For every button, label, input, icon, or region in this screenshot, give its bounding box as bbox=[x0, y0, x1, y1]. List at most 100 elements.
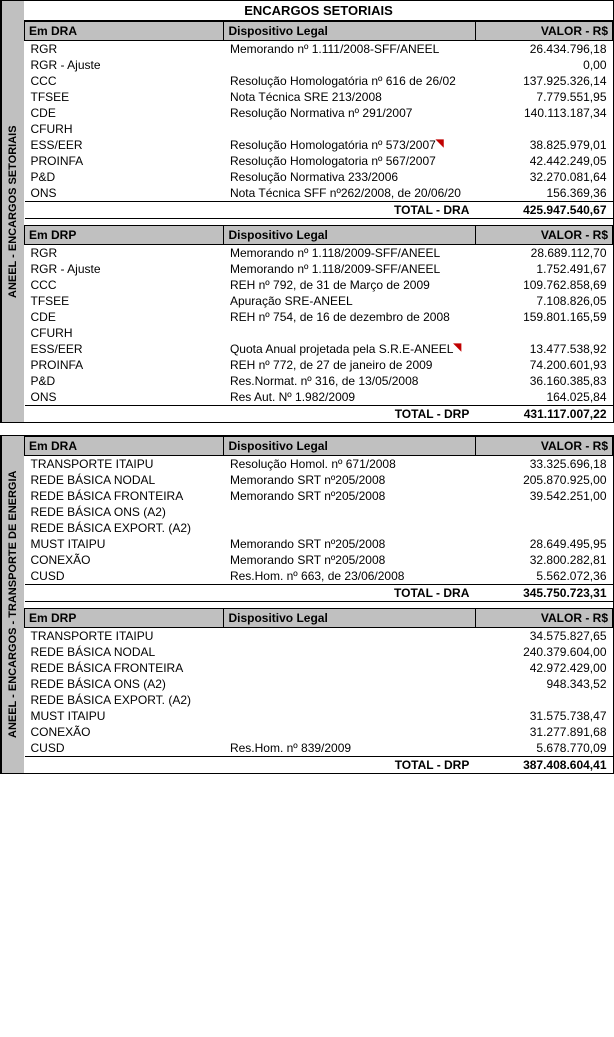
cell-name: CONEXÃO bbox=[25, 552, 224, 568]
cell-dispositivo: Memorando SRT nº205/2008 bbox=[224, 536, 475, 552]
cell-valor: 140.113.187,34 bbox=[475, 105, 612, 121]
cell-dispositivo: Memorando SRT nº205/2008 bbox=[224, 552, 475, 568]
cell-valor bbox=[475, 504, 612, 520]
cell-dispositivo bbox=[224, 57, 475, 73]
table-row: CCCResolução Homologatória nº 616 de 26/… bbox=[25, 73, 613, 89]
total-row: TOTAL - DRP431.117.007,22 bbox=[25, 406, 613, 423]
cell-name: RGR bbox=[25, 41, 224, 58]
cell-name: REDE BÁSICA NODAL bbox=[25, 644, 224, 660]
cell-valor: 34.575.827,65 bbox=[475, 628, 612, 645]
cell-valor: 0,00 bbox=[475, 57, 612, 73]
table-row: ONSRes Aut. Nº 1.982/2009164.025,84 bbox=[25, 389, 613, 406]
cell-dispositivo: Resolução Normativa 233/2006 bbox=[224, 169, 475, 185]
table-row: REDE BÁSICA ONS (A2)948.343,52 bbox=[25, 676, 613, 692]
table-row: CFURH bbox=[25, 325, 613, 341]
section-transporte-energia: ANEEL - ENCARGOS - TRANSPORTE DE ENERGIA… bbox=[0, 435, 614, 774]
cell-name: CONEXÃO bbox=[25, 724, 224, 740]
cell-valor bbox=[475, 121, 612, 137]
header-valor: VALOR - R$ bbox=[475, 609, 612, 628]
cell-dispositivo bbox=[224, 520, 475, 536]
cell-dispositivo bbox=[224, 628, 475, 645]
total-value: 431.117.007,22 bbox=[475, 406, 612, 423]
cell-name: PROINFA bbox=[25, 153, 224, 169]
cell-name: CCC bbox=[25, 277, 224, 293]
header-em-drp: Em DRP bbox=[25, 609, 224, 628]
cell-name: RGR bbox=[25, 245, 224, 262]
cell-valor: 36.160.385,83 bbox=[475, 373, 612, 389]
cell-name: REDE BÁSICA ONS (A2) bbox=[25, 504, 224, 520]
cell-dispositivo bbox=[224, 325, 475, 341]
cell-valor: 33.325.696,18 bbox=[475, 456, 612, 473]
cell-name: TFSEE bbox=[25, 293, 224, 309]
table-drp-transporte: Em DRP Dispositivo Legal VALOR - R$ TRAN… bbox=[24, 601, 613, 773]
cell-dispositivo bbox=[224, 708, 475, 724]
header-dispositivo: Dispositivo Legal bbox=[224, 22, 475, 41]
cell-name: REDE BÁSICA ONS (A2) bbox=[25, 676, 224, 692]
total-value: 345.750.723,31 bbox=[475, 585, 612, 602]
cell-name: RGR - Ajuste bbox=[25, 261, 224, 277]
cell-name: ONS bbox=[25, 389, 224, 406]
cell-name: MUST ITAIPU bbox=[25, 708, 224, 724]
cell-name: ESS/EER bbox=[25, 137, 224, 153]
table-row: ONSNota Técnica SFF nº262/2008, de 20/06… bbox=[25, 185, 613, 202]
cell-valor: 164.025,84 bbox=[475, 389, 612, 406]
cell-valor: 28.689.112,70 bbox=[475, 245, 612, 262]
table-row: CFURH bbox=[25, 121, 613, 137]
cell-name: REDE BÁSICA FRONTEIRA bbox=[25, 660, 224, 676]
cell-name: P&D bbox=[25, 373, 224, 389]
cell-name: ONS bbox=[25, 185, 224, 202]
table-dra-setoriais: Em DRA Dispositivo Legal VALOR - R$ RGRM… bbox=[24, 21, 613, 218]
cell-dispositivo bbox=[224, 724, 475, 740]
cell-valor bbox=[475, 325, 612, 341]
cell-valor: 42.972.429,00 bbox=[475, 660, 612, 676]
cell-name: REDE BÁSICA FRONTEIRA bbox=[25, 488, 224, 504]
cell-dispositivo bbox=[224, 644, 475, 660]
cell-valor: 156.369,36 bbox=[475, 185, 612, 202]
cell-dispositivo: Memorando SRT nº205/2008 bbox=[224, 472, 475, 488]
total-value: 425.947.540,67 bbox=[475, 202, 612, 219]
note-mark-icon: ◥ bbox=[436, 138, 444, 149]
cell-dispositivo: Memorando nº 1.118/2009-SFF/ANEEL bbox=[224, 245, 475, 262]
cell-name: CDE bbox=[25, 309, 224, 325]
cell-valor: 240.379.604,00 bbox=[475, 644, 612, 660]
cell-valor: 28.649.495,95 bbox=[475, 536, 612, 552]
cell-name: CDE bbox=[25, 105, 224, 121]
header-em-dra: Em DRA bbox=[25, 437, 224, 456]
table-row: CONEXÃO31.277.891,68 bbox=[25, 724, 613, 740]
cell-valor: 13.477.538,92 bbox=[475, 341, 612, 357]
table-row: CUSDRes.Hom. nº 663, de 23/06/20085.562.… bbox=[25, 568, 613, 585]
cell-name: CFURH bbox=[25, 325, 224, 341]
table-row: ESS/EERQuota Anual projetada pela S.R.E-… bbox=[25, 341, 613, 357]
header-em-drp: Em DRP bbox=[25, 226, 224, 245]
table-row: REDE BÁSICA NODAL 240.379.604,00 bbox=[25, 644, 613, 660]
header-dispositivo: Dispositivo Legal bbox=[224, 226, 475, 245]
cell-dispositivo: Resolução Normativa nº 291/2007 bbox=[224, 105, 475, 121]
cell-dispositivo: Res.Hom. nº 839/2009 bbox=[224, 740, 475, 757]
section-encargos-setoriais: ANEEL - ENCARGOS SETORIAIS ENCARGOS SETO… bbox=[0, 0, 614, 423]
cell-name: REDE BÁSICA EXPORT. (A2) bbox=[25, 520, 224, 536]
cell-dispositivo: REH nº 754, de 16 de dezembro de 2008 bbox=[224, 309, 475, 325]
cell-dispositivo: Resolução Homol. nº 671/2008 bbox=[224, 456, 475, 473]
section2-content: Em DRA Dispositivo Legal VALOR - R$ TRAN… bbox=[24, 436, 613, 773]
cell-valor: 26.434.796,18 bbox=[475, 41, 612, 58]
table-row: RGR - AjusteMemorando nº 1.118/2009-SFF/… bbox=[25, 261, 613, 277]
cell-name: TFSEE bbox=[25, 89, 224, 105]
cell-valor: 39.542.251,00 bbox=[475, 488, 612, 504]
table-row: TRANSPORTE ITAIPU34.575.827,65 bbox=[25, 628, 613, 645]
cell-dispositivo: Res.Normat. nº 316, de 13/05/2008 bbox=[224, 373, 475, 389]
header-valor: VALOR - R$ bbox=[475, 437, 612, 456]
table-row: P&DResolução Normativa 233/200632.270.08… bbox=[25, 169, 613, 185]
table-row: MUST ITAIPU31.575.738,47 bbox=[25, 708, 613, 724]
table-row: ESS/EERResolução Homologatória nº 573/20… bbox=[25, 137, 613, 153]
header-dispositivo: Dispositivo Legal bbox=[224, 609, 475, 628]
table-drp-setoriais: Em DRP Dispositivo Legal VALOR - R$ RGRM… bbox=[24, 218, 613, 422]
cell-dispositivo: Quota Anual projetada pela S.R.E-ANEEL◥ bbox=[224, 341, 475, 357]
cell-valor bbox=[475, 692, 612, 708]
cell-valor: 32.800.282,81 bbox=[475, 552, 612, 568]
cell-dispositivo: Nota Técnica SRE 213/2008 bbox=[224, 89, 475, 105]
cell-name: REDE BÁSICA NODAL bbox=[25, 472, 224, 488]
table-row: REDE BÁSICA EXPORT. (A2) bbox=[25, 520, 613, 536]
table-row: REDE BÁSICA ONS (A2) bbox=[25, 504, 613, 520]
cell-name: P&D bbox=[25, 169, 224, 185]
cell-name: CCC bbox=[25, 73, 224, 89]
